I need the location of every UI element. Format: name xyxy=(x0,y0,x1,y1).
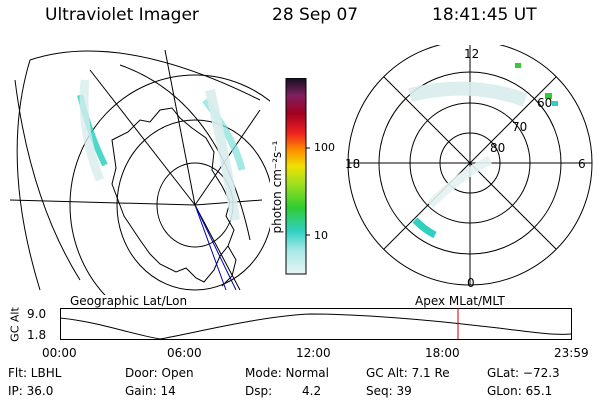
polar-diagonal xyxy=(383,76,557,250)
polar-plot xyxy=(347,45,593,286)
info-gain: Gain: 14 xyxy=(125,384,176,398)
timeline-axis-title: GC Alt xyxy=(8,307,22,342)
aurora-faint-band xyxy=(426,155,493,209)
info-flt: Flt: LBHL xyxy=(8,366,62,380)
meridian-curve xyxy=(119,64,251,241)
info-glat: GLat: −72.3 xyxy=(487,366,560,380)
info-ip: IP: 36.0 xyxy=(8,384,54,398)
app-title: Ultraviolet Imager xyxy=(45,5,199,25)
aurora-point xyxy=(545,93,552,99)
meridian-curve xyxy=(14,79,81,281)
outer-arc xyxy=(16,59,41,291)
meridian-line xyxy=(9,199,196,206)
color-scale xyxy=(285,78,307,275)
meridian-line xyxy=(89,69,196,206)
mlt-label-0: 0 xyxy=(467,276,475,290)
colorbar-tick-10: 10 xyxy=(314,229,328,242)
timeline-ytick-high: 9.0 xyxy=(27,307,47,321)
projection-label-left: Geographic Lat/Lon xyxy=(70,294,188,308)
lat-ring-60 xyxy=(69,74,270,295)
mlt-label-12: 12 xyxy=(464,47,480,61)
lat-ring-70 xyxy=(116,119,270,291)
info-glon: GLon: 65.1 xyxy=(487,384,553,398)
lat-label-60: 60 xyxy=(537,96,553,110)
satellite-track xyxy=(194,204,237,291)
timeline-xtick-0000: 00:00 xyxy=(42,346,77,360)
aurora-faint-band xyxy=(205,88,240,221)
info-seq: Seq: 39 xyxy=(366,384,412,398)
timeline-xtick-2359: 23:59 xyxy=(554,346,589,360)
lat-label-80: 80 xyxy=(490,141,506,155)
timeline-xtick-0600: 06:00 xyxy=(167,346,202,360)
meridian-line xyxy=(164,49,196,206)
timeline-xtick-1800: 18:00 xyxy=(425,346,460,360)
altitude-timeline xyxy=(60,308,572,340)
peninsula-outline xyxy=(221,245,237,287)
timeline-frame xyxy=(60,308,572,340)
info-gc-alt: GC Alt: 7.1 Re xyxy=(366,366,450,380)
timeline-ytick-low: 1.8 xyxy=(27,328,47,342)
timeline-xtick-1200: 12:00 xyxy=(296,346,331,360)
header-time: 18:41:45 UT xyxy=(432,5,537,25)
aurora-faint-band xyxy=(79,79,105,182)
info-mode: Mode: Normal xyxy=(245,366,329,380)
colorbar-label: photon cm⁻²s⁻¹ xyxy=(270,140,284,234)
colorbar-tick-100: 100 xyxy=(314,141,335,154)
mlt-label-6: 6 xyxy=(578,157,586,171)
lat-label-70: 70 xyxy=(512,120,528,134)
info-dsp-value: 4.2 xyxy=(302,384,322,398)
color-bar xyxy=(285,78,310,275)
satellite-track xyxy=(194,204,227,291)
header-date: 28 Sep 07 xyxy=(272,5,359,25)
aurora-oval-faint xyxy=(408,81,528,107)
info-dsp-label: Dsp: xyxy=(245,384,273,398)
geographic-map xyxy=(9,49,270,295)
altitude-curve xyxy=(60,313,572,340)
projection-label-right: Apex MLat/MLT xyxy=(415,294,505,308)
outer-arc xyxy=(29,50,261,101)
aurora-point xyxy=(515,63,521,68)
aurora-patch xyxy=(412,217,437,239)
info-door: Door: Open xyxy=(125,366,194,380)
mlt-label-18: 18 xyxy=(345,157,361,171)
aurora-point xyxy=(552,101,558,106)
